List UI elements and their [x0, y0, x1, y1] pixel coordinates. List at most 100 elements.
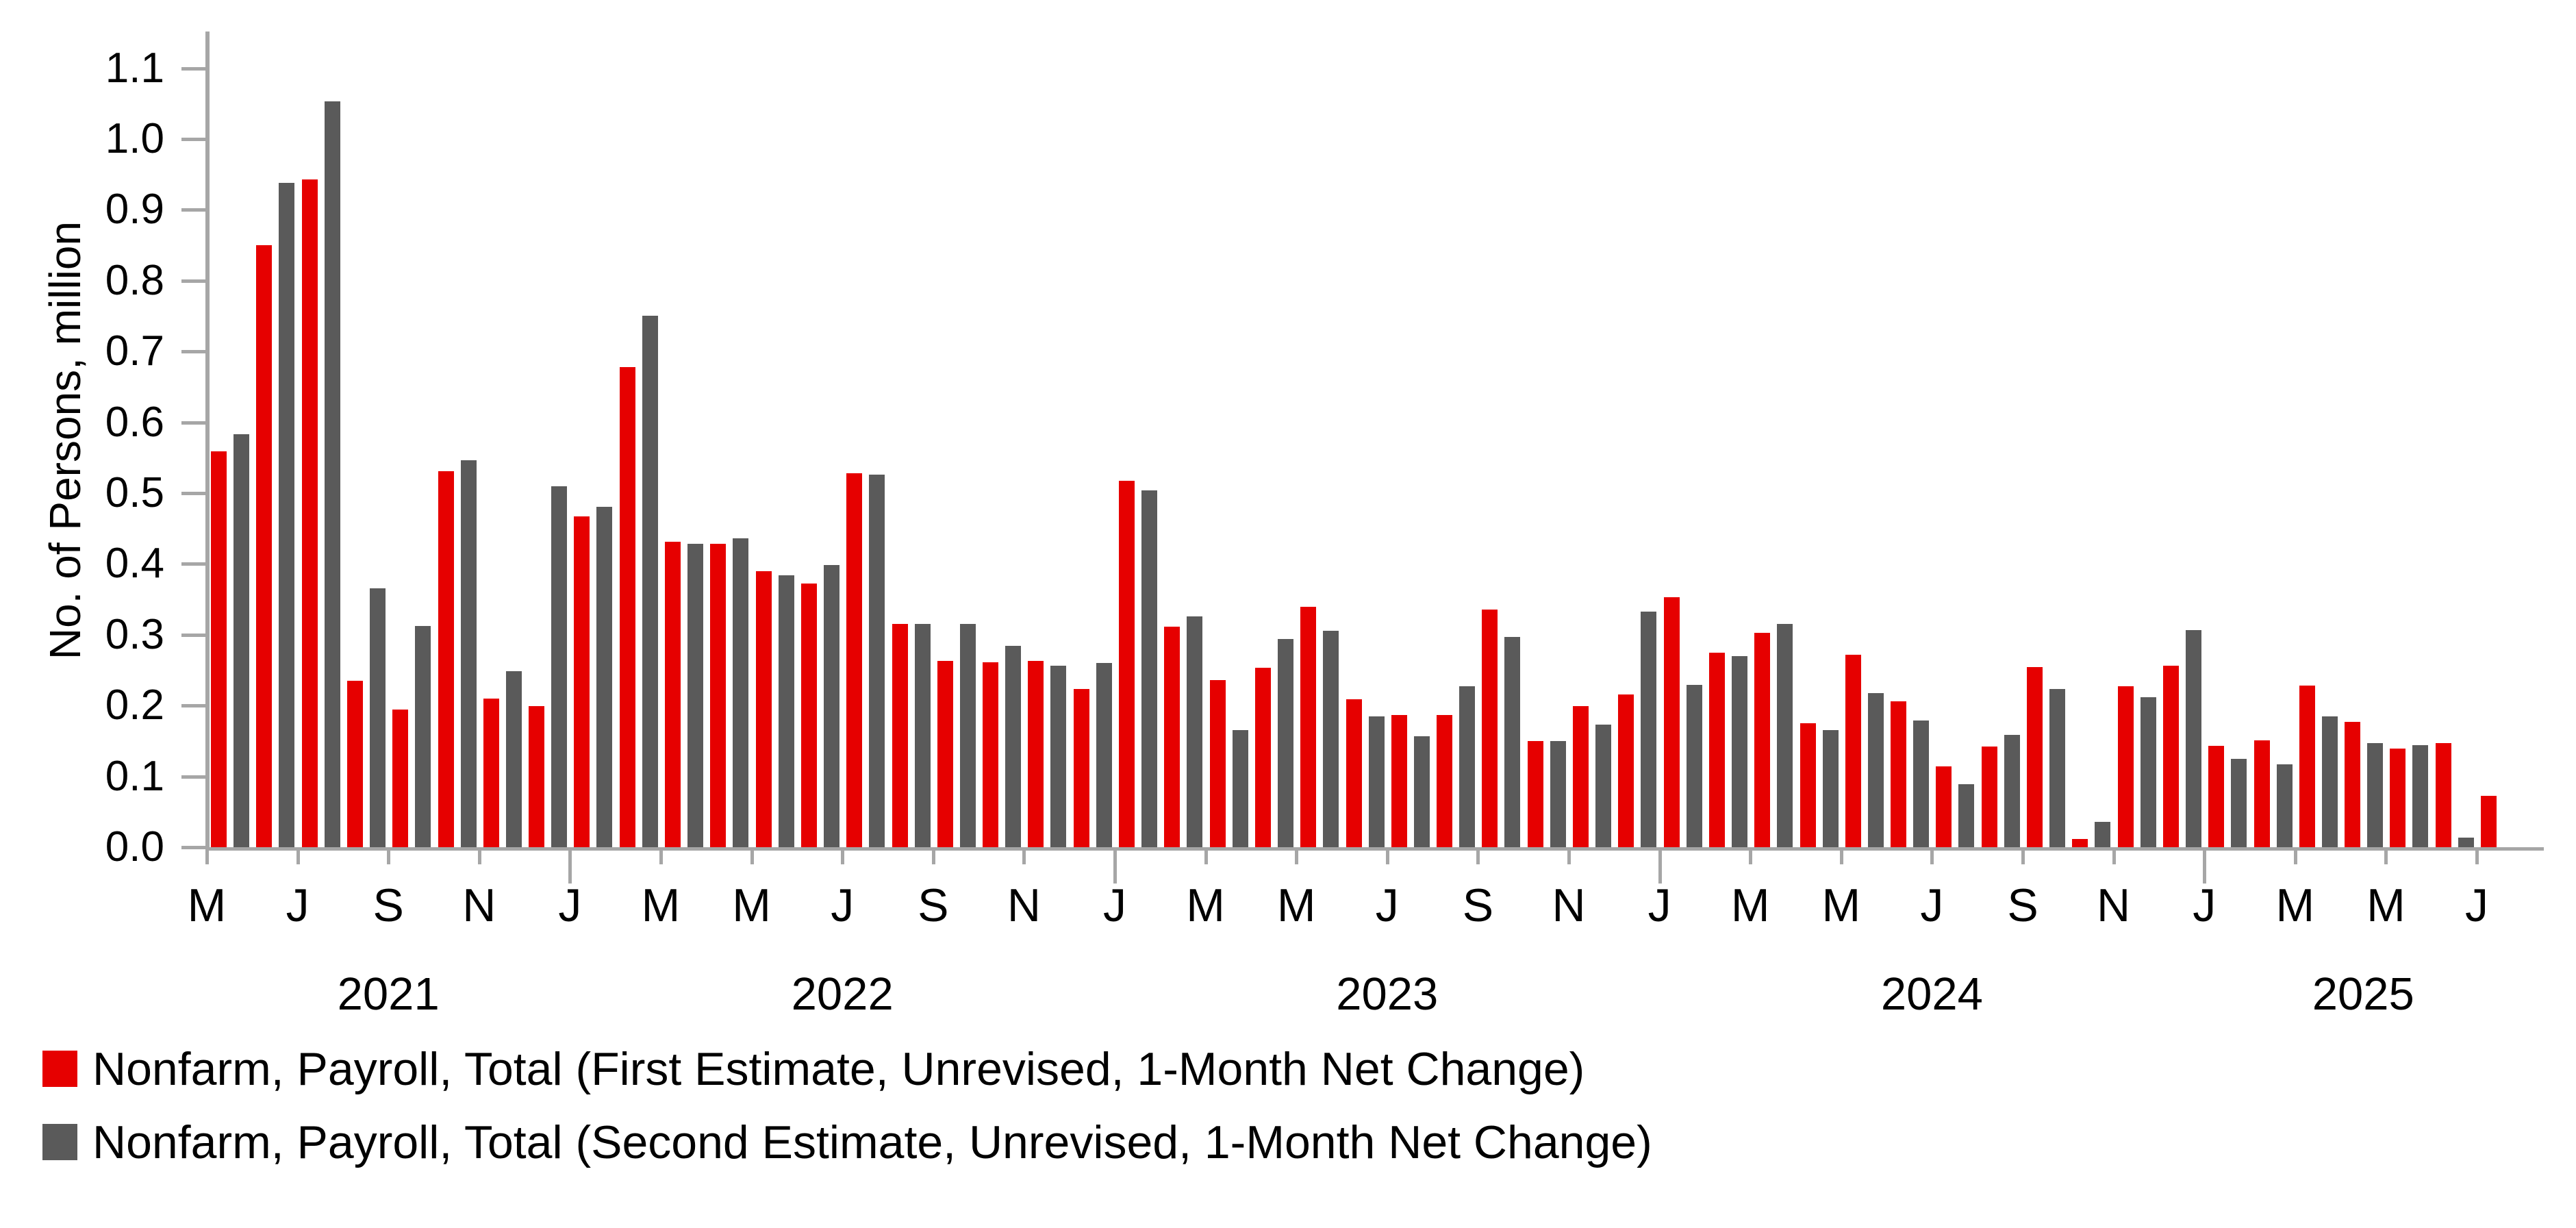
bar-first-estimate — [1164, 627, 1180, 847]
bar-first-estimate — [619, 367, 635, 847]
y-axis-tick — [181, 350, 205, 354]
y-axis-tick-label: 0.7 — [105, 327, 164, 375]
x-axis-tick — [2384, 851, 2388, 864]
x-axis-month-label: S — [1462, 879, 1494, 931]
y-axis-tick-label: 1.1 — [105, 44, 164, 92]
bar-second-estimate — [778, 575, 794, 847]
y-axis-tick — [181, 421, 205, 425]
x-axis-month-label: M — [187, 879, 227, 931]
bar-second-estimate — [1731, 656, 1747, 847]
bar-second-estimate — [1323, 631, 1339, 847]
bar-first-estimate — [710, 544, 727, 847]
x-axis-tick — [1385, 851, 1389, 864]
bar-first-estimate — [1573, 706, 1589, 847]
bar-first-estimate — [346, 681, 363, 847]
y-axis-tick-label: 0.4 — [105, 540, 164, 588]
bar-first-estimate — [1663, 597, 1680, 847]
x-axis-tick — [1749, 851, 1753, 864]
bar-first-estimate — [529, 706, 545, 847]
bar-first-estimate — [800, 584, 817, 847]
bar-second-estimate — [959, 624, 976, 847]
bar-second-estimate — [1504, 637, 1521, 847]
x-axis-year-tick — [1658, 851, 1662, 884]
x-axis-tick — [205, 851, 209, 864]
bar-first-estimate — [2162, 666, 2179, 847]
bar-first-estimate — [983, 662, 999, 847]
y-axis-tick — [181, 66, 205, 71]
y-axis-tick-label: 0.6 — [105, 398, 164, 446]
bar-first-estimate — [1300, 607, 1317, 847]
bar-second-estimate — [2095, 822, 2111, 847]
y-axis-tick — [181, 562, 205, 566]
y-axis-tick — [181, 138, 205, 141]
bar-second-estimate — [2185, 630, 2201, 847]
x-axis-tick — [1567, 851, 1571, 864]
bar-second-estimate — [733, 538, 749, 847]
bar-first-estimate — [256, 245, 273, 847]
x-axis-tick — [841, 851, 845, 864]
bar-second-estimate — [1050, 666, 1067, 847]
x-axis-month-label: N — [462, 879, 496, 931]
bar-first-estimate — [1482, 610, 1498, 847]
bar-second-estimate — [415, 626, 431, 847]
y-axis-tick-label: 0.3 — [105, 610, 164, 658]
legend-swatch-second-estimate — [42, 1124, 77, 1160]
y-axis-tick-label: 0.1 — [105, 752, 164, 800]
bar-first-estimate — [2072, 839, 2088, 847]
bar-second-estimate — [1958, 784, 1975, 847]
y-axis-tick-label: 0.0 — [105, 823, 164, 870]
bar-second-estimate — [279, 183, 295, 847]
x-axis-tick — [1476, 851, 1480, 864]
bar-second-estimate — [642, 316, 658, 847]
legend-swatch-first-estimate — [42, 1051, 77, 1087]
x-axis-tick — [659, 851, 663, 864]
x-axis-month-label: J — [558, 879, 582, 931]
bar-second-estimate — [1187, 616, 1203, 847]
x-axis-tick — [387, 851, 391, 864]
bar-second-estimate — [2140, 697, 2156, 847]
x-axis-year-tick — [568, 851, 572, 884]
bar-second-estimate — [1232, 730, 1248, 847]
bar-second-estimate — [1096, 663, 1112, 847]
bar-second-estimate — [1867, 693, 1884, 847]
bar-first-estimate — [1845, 655, 1861, 847]
bar-second-estimate — [869, 475, 885, 847]
x-axis-year-tick — [2203, 851, 2207, 884]
x-axis-month-label: J — [1647, 879, 1671, 931]
x-axis-month-label: M — [1730, 879, 1770, 931]
bar-first-estimate — [1618, 694, 1634, 847]
bar-second-estimate — [1686, 685, 1702, 847]
bar-second-estimate — [551, 486, 568, 847]
y-axis-tick-label: 0.5 — [105, 469, 164, 516]
bar-first-estimate — [2435, 743, 2451, 847]
x-axis-year-tick — [1113, 851, 1117, 884]
bar-second-estimate — [2004, 735, 2020, 847]
bar-second-estimate — [369, 588, 386, 847]
x-axis-month-label: S — [918, 879, 949, 931]
bar-second-estimate — [2367, 743, 2384, 847]
y-axis-tick-label: 0.8 — [105, 256, 164, 304]
x-axis-year-label: 2025 — [2312, 968, 2414, 1020]
x-axis-year-label: 2021 — [337, 968, 440, 1020]
bar-first-estimate — [1981, 747, 1997, 847]
bar-second-estimate — [1822, 730, 1839, 847]
bar-second-estimate — [596, 507, 613, 847]
y-axis-tick-label: 0.2 — [105, 681, 164, 729]
bar-first-estimate — [1073, 689, 1089, 847]
bar-first-estimate — [665, 542, 681, 847]
bar-first-estimate — [1028, 661, 1044, 847]
legend-item-first-estimate: Nonfarm, Payroll, Total (First Estimate,… — [42, 1046, 1584, 1092]
x-axis-tick — [1022, 851, 1026, 864]
x-axis-year-label: 2023 — [1336, 968, 1439, 1020]
x-axis-month-label: M — [1821, 879, 1861, 931]
x-axis-tick — [1930, 851, 1934, 864]
x-axis-month-label: N — [1007, 879, 1041, 931]
x-axis-tick — [2475, 851, 2479, 864]
bar-first-estimate — [392, 710, 409, 847]
bar-first-estimate — [574, 516, 590, 847]
bar-first-estimate — [1437, 715, 1453, 847]
bar-second-estimate — [1595, 725, 1611, 847]
bar-first-estimate — [1119, 481, 1135, 847]
bar-first-estimate — [1391, 715, 1407, 847]
x-axis-month-label: J — [1375, 879, 1399, 931]
